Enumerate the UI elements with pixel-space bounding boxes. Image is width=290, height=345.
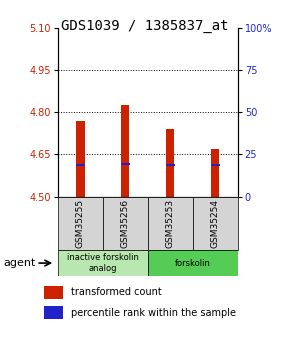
Bar [44,286,63,299]
Bar [58,250,148,276]
Text: inactive forskolin
analog: inactive forskolin analog [67,253,139,273]
Text: GSM35256: GSM35256 [121,199,130,248]
Bar [58,197,103,250]
Bar [193,197,238,250]
Text: forskolin: forskolin [175,258,211,268]
Bar [76,164,85,166]
Bar [148,250,238,276]
Text: GSM35253: GSM35253 [166,199,175,248]
Bar [44,306,63,319]
Bar [211,149,219,197]
Text: transformed count: transformed count [71,287,161,297]
Text: agent: agent [3,258,35,268]
Bar [148,197,193,250]
Text: GSM35255: GSM35255 [76,199,85,248]
Text: GSM35254: GSM35254 [211,199,220,248]
Bar [121,163,130,165]
Bar [103,197,148,250]
Text: percentile rank within the sample: percentile rank within the sample [71,307,235,317]
Bar [211,164,220,166]
Text: GDS1039 / 1385837_at: GDS1039 / 1385837_at [61,19,229,33]
Bar [166,164,175,166]
Bar [77,121,84,197]
Bar [122,105,129,197]
Bar [166,129,174,197]
